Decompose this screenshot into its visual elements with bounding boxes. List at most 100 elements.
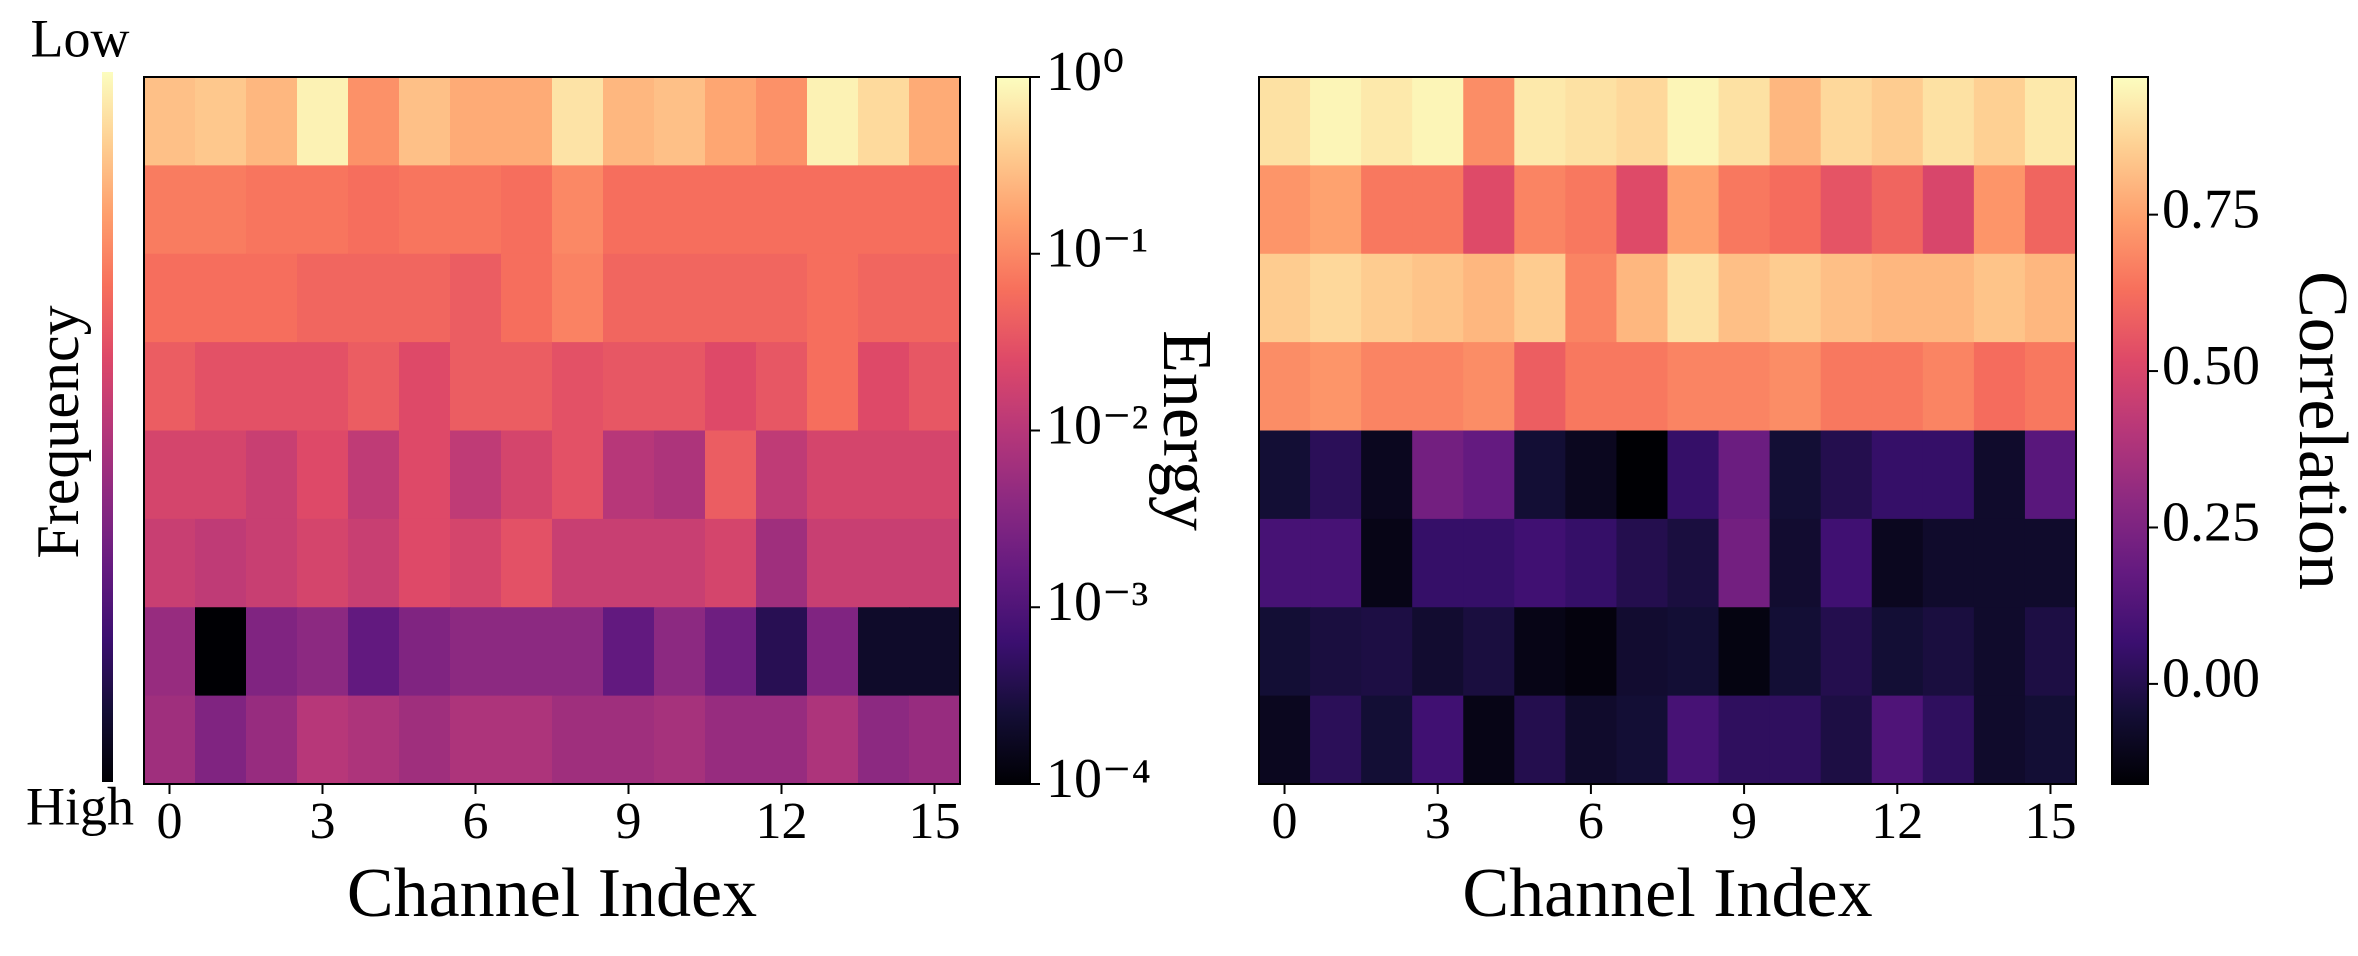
heatmap-cell (501, 695, 553, 785)
heatmap-cell (1973, 607, 2026, 697)
heatmap-cell (552, 607, 604, 697)
heatmap-cell (1463, 165, 1515, 255)
heatmap-cell (705, 77, 757, 166)
heatmap-cell (1412, 165, 1464, 255)
heatmap-cell (1820, 430, 1873, 520)
heatmap-cell (1565, 165, 1618, 255)
heatmap-cell (1616, 518, 1669, 608)
x-axis-label: Channel Index (1462, 855, 1872, 932)
heatmap-cell (2024, 518, 2077, 608)
heatmap-cell (807, 695, 859, 785)
x-tick-label: 9 (616, 793, 642, 850)
heatmap-cell (552, 342, 604, 432)
colorbar-tick-label: 0.25 (2162, 491, 2260, 553)
heatmap-cell (1412, 430, 1464, 520)
heatmap-cell (297, 253, 349, 343)
heatmap-cell (1514, 77, 1566, 166)
heatmap-cell (348, 77, 400, 166)
heatmap-cell (858, 77, 910, 166)
heatmap-cell (1463, 342, 1515, 432)
heatmap-cell (1871, 430, 1924, 520)
heatmap-cell (1463, 607, 1515, 697)
heatmap-cell (1820, 695, 1873, 785)
x-tick-label: 15 (909, 793, 961, 850)
heatmap-cell (1769, 695, 1822, 785)
heatmap-cell (1514, 165, 1566, 255)
heatmap-cell (195, 518, 247, 608)
heatmap-cell (1820, 342, 1873, 432)
heatmap-cell (909, 430, 961, 520)
heatmap-cell (603, 342, 655, 432)
heatmap-cell (297, 77, 349, 166)
colorbar (2111, 76, 2149, 785)
heatmap-cell (246, 518, 298, 608)
x-tick-label: 3 (1425, 793, 1451, 850)
heatmap-cell (756, 77, 808, 166)
heatmap-cell (1412, 518, 1464, 608)
heatmap-cell (399, 695, 451, 785)
heatmap-cell (756, 342, 808, 432)
heatmap-cell (807, 77, 859, 166)
x-tick-label: 0 (157, 793, 183, 850)
heatmap-cell (1361, 518, 1413, 608)
heatmap-cell (858, 165, 910, 255)
heatmap-cell (348, 342, 400, 432)
heatmap-cell (1310, 165, 1362, 255)
heatmap-cell (1259, 165, 1311, 255)
heatmap-cell (603, 77, 655, 166)
heatmap-cell (1718, 607, 1771, 697)
heatmap-cell (501, 165, 553, 255)
heatmap-cell (654, 165, 706, 255)
heatmap-cell (1973, 342, 2026, 432)
heatmap-cell (1973, 518, 2026, 608)
heatmap-cell (1871, 165, 1924, 255)
heatmap-cell (2024, 430, 2077, 520)
colorbar-tick-label: 10⁻⁴ (1046, 748, 1151, 810)
heatmap-cell (1769, 253, 1822, 343)
heatmap-cell (603, 430, 655, 520)
heatmap-cell (654, 607, 706, 697)
heatmap-cell (1514, 253, 1566, 343)
heatmap-cell (246, 695, 298, 785)
x-axis-label: Channel Index (347, 855, 757, 932)
heatmap-cell (144, 342, 196, 432)
heatmap-cell (654, 342, 706, 432)
heatmap-cell (1259, 342, 1311, 432)
heatmap-cell (399, 518, 451, 608)
heatmap-cell (144, 77, 196, 166)
heatmap-cell (1616, 607, 1669, 697)
heatmap-cell (450, 77, 502, 166)
heatmap-cell (552, 695, 604, 785)
heatmap-cell (399, 77, 451, 166)
colorbar-label: Energy (1148, 330, 1225, 531)
heatmap-cell (195, 430, 247, 520)
heatmap-cell (1565, 695, 1618, 785)
heatmap-cell (858, 430, 910, 520)
heatmap-cell (1412, 342, 1464, 432)
heatmap-cell (144, 430, 196, 520)
heatmap-cell (246, 253, 298, 343)
heatmap-cell (1463, 77, 1515, 166)
heatmap-cell (1514, 607, 1566, 697)
heatmap-cell (858, 607, 910, 697)
heatmap-cell (1973, 695, 2026, 785)
heatmap-cell (756, 253, 808, 343)
heatmap-cell (1514, 695, 1566, 785)
heatmap-cell (1310, 342, 1362, 432)
heatmap-cell (501, 607, 553, 697)
heatmap-cell (1463, 430, 1515, 520)
heatmap-cell (348, 695, 400, 785)
colorbar-tick-label: 10⁻² (1046, 394, 1148, 456)
heatmap-cell (1820, 77, 1873, 166)
heatmap-cell (1412, 77, 1464, 166)
heatmap-cell (450, 253, 502, 343)
heatmap-cell (1871, 77, 1924, 166)
heatmap-cell (1922, 253, 1975, 343)
heatmap-cell (297, 430, 349, 520)
colorbar-tick-label: 10⁻³ (1046, 571, 1148, 633)
heatmap-cell (399, 342, 451, 432)
heatmap-cell (1463, 695, 1515, 785)
heatmap-cell (246, 77, 298, 166)
heatmap-cell (756, 165, 808, 255)
